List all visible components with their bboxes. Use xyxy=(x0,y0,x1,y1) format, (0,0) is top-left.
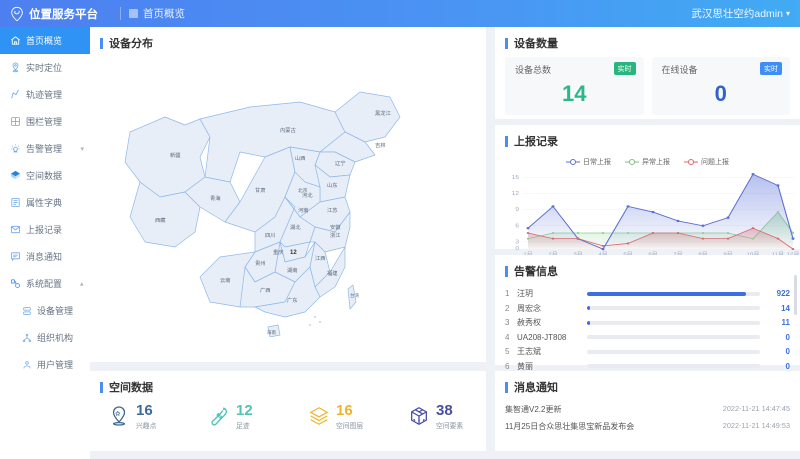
svg-text:贵州: 贵州 xyxy=(255,259,266,267)
svg-text:6: 6 xyxy=(515,224,519,229)
svg-text:9: 9 xyxy=(515,208,519,213)
svg-text:15: 15 xyxy=(512,176,520,181)
svg-text:12: 12 xyxy=(512,192,519,197)
svg-text:3: 3 xyxy=(515,240,519,245)
svg-text:重庆: 重庆 xyxy=(273,248,284,256)
svg-text:辽宁: 辽宁 xyxy=(335,159,346,167)
svg-text:湖北: 湖北 xyxy=(290,223,301,231)
svg-text:江西: 江西 xyxy=(315,255,326,262)
svg-text:青海: 青海 xyxy=(210,194,221,202)
svg-text:云南: 云南 xyxy=(220,276,231,284)
svg-text:山西: 山西 xyxy=(295,154,306,162)
svg-text:吉林: 吉林 xyxy=(375,141,386,149)
svg-text:黑龙江: 黑龙江 xyxy=(375,109,392,117)
svg-text:广西: 广西 xyxy=(260,286,271,294)
svg-text:浙江: 浙江 xyxy=(330,231,341,239)
svg-text:台湾: 台湾 xyxy=(350,292,359,299)
svg-text:新疆: 新疆 xyxy=(170,151,181,159)
svg-text:内蒙古: 内蒙古 xyxy=(280,126,297,134)
svg-text:广东: 广东 xyxy=(287,296,298,304)
svg-text:12: 12 xyxy=(290,250,297,256)
svg-text:海南: 海南 xyxy=(267,329,276,336)
svg-text:安徽: 安徽 xyxy=(330,223,341,231)
svg-text:0: 0 xyxy=(515,246,519,251)
svg-text:西藏: 西藏 xyxy=(155,216,166,224)
svg-text:江苏: 江苏 xyxy=(327,206,338,214)
svg-text:山东: 山东 xyxy=(327,181,338,189)
svg-text:甘肃: 甘肃 xyxy=(255,186,266,194)
svg-text:北京: 北京 xyxy=(298,187,308,194)
svg-text:四川: 四川 xyxy=(265,232,276,239)
svg-text:河南: 河南 xyxy=(298,206,309,214)
svg-text:湖南: 湖南 xyxy=(287,266,298,274)
svg-text:福建: 福建 xyxy=(327,269,338,277)
